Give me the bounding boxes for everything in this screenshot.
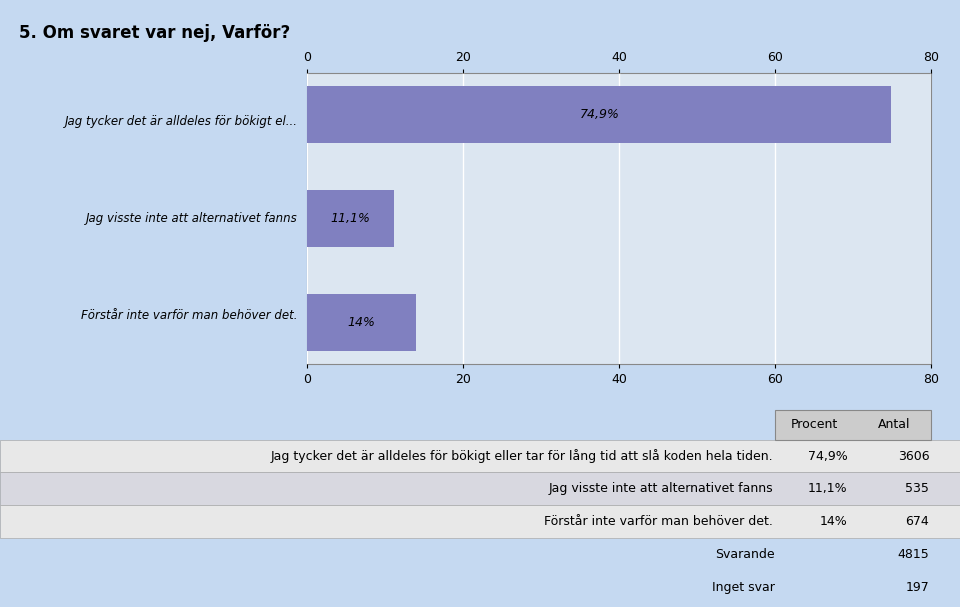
Text: 74,9%: 74,9% (580, 108, 619, 121)
Text: 535: 535 (905, 483, 929, 495)
Bar (307, 86, 892, 143)
Bar (307, 294, 417, 351)
Text: 4815: 4815 (898, 548, 929, 561)
Text: Jag visste inte att alternativet fanns: Jag visste inte att alternativet fanns (548, 483, 773, 495)
Text: Procent: Procent (791, 418, 838, 431)
Text: 11,1%: 11,1% (808, 483, 848, 495)
Bar (0, 506, 960, 538)
Text: 74,9%: 74,9% (808, 450, 848, 463)
Text: Svarande: Svarande (715, 548, 775, 561)
Text: Jag visste inte att alternativet fanns: Jag visste inte att alternativet fanns (85, 212, 298, 225)
Text: 14%: 14% (820, 515, 848, 528)
Text: 3606: 3606 (898, 450, 929, 463)
Text: 674: 674 (905, 515, 929, 528)
Text: 197: 197 (905, 582, 929, 594)
Text: Jag tycker det är alldeles för bökigt eller tar för lång tid att slå koden hela : Jag tycker det är alldeles för bökigt el… (270, 449, 773, 463)
Text: Jag tycker det är alldeles för bökigt el...: Jag tycker det är alldeles för bökigt el… (64, 115, 298, 128)
Bar (775, 410, 931, 439)
Text: Inget svar: Inget svar (712, 582, 775, 594)
Text: Förstår inte varför man behöver det.: Förstår inte varför man behöver det. (81, 309, 298, 322)
Bar (0, 472, 960, 506)
Text: Förstår inte varför man behöver det.: Förstår inte varför man behöver det. (544, 515, 773, 528)
Text: 14%: 14% (348, 316, 375, 329)
Bar (0, 439, 960, 472)
Text: 11,1%: 11,1% (330, 212, 371, 225)
Bar (307, 190, 394, 247)
Text: 5. Om svaret var nej, Varför?: 5. Om svaret var nej, Varför? (19, 24, 291, 42)
Text: Antal: Antal (878, 418, 910, 431)
